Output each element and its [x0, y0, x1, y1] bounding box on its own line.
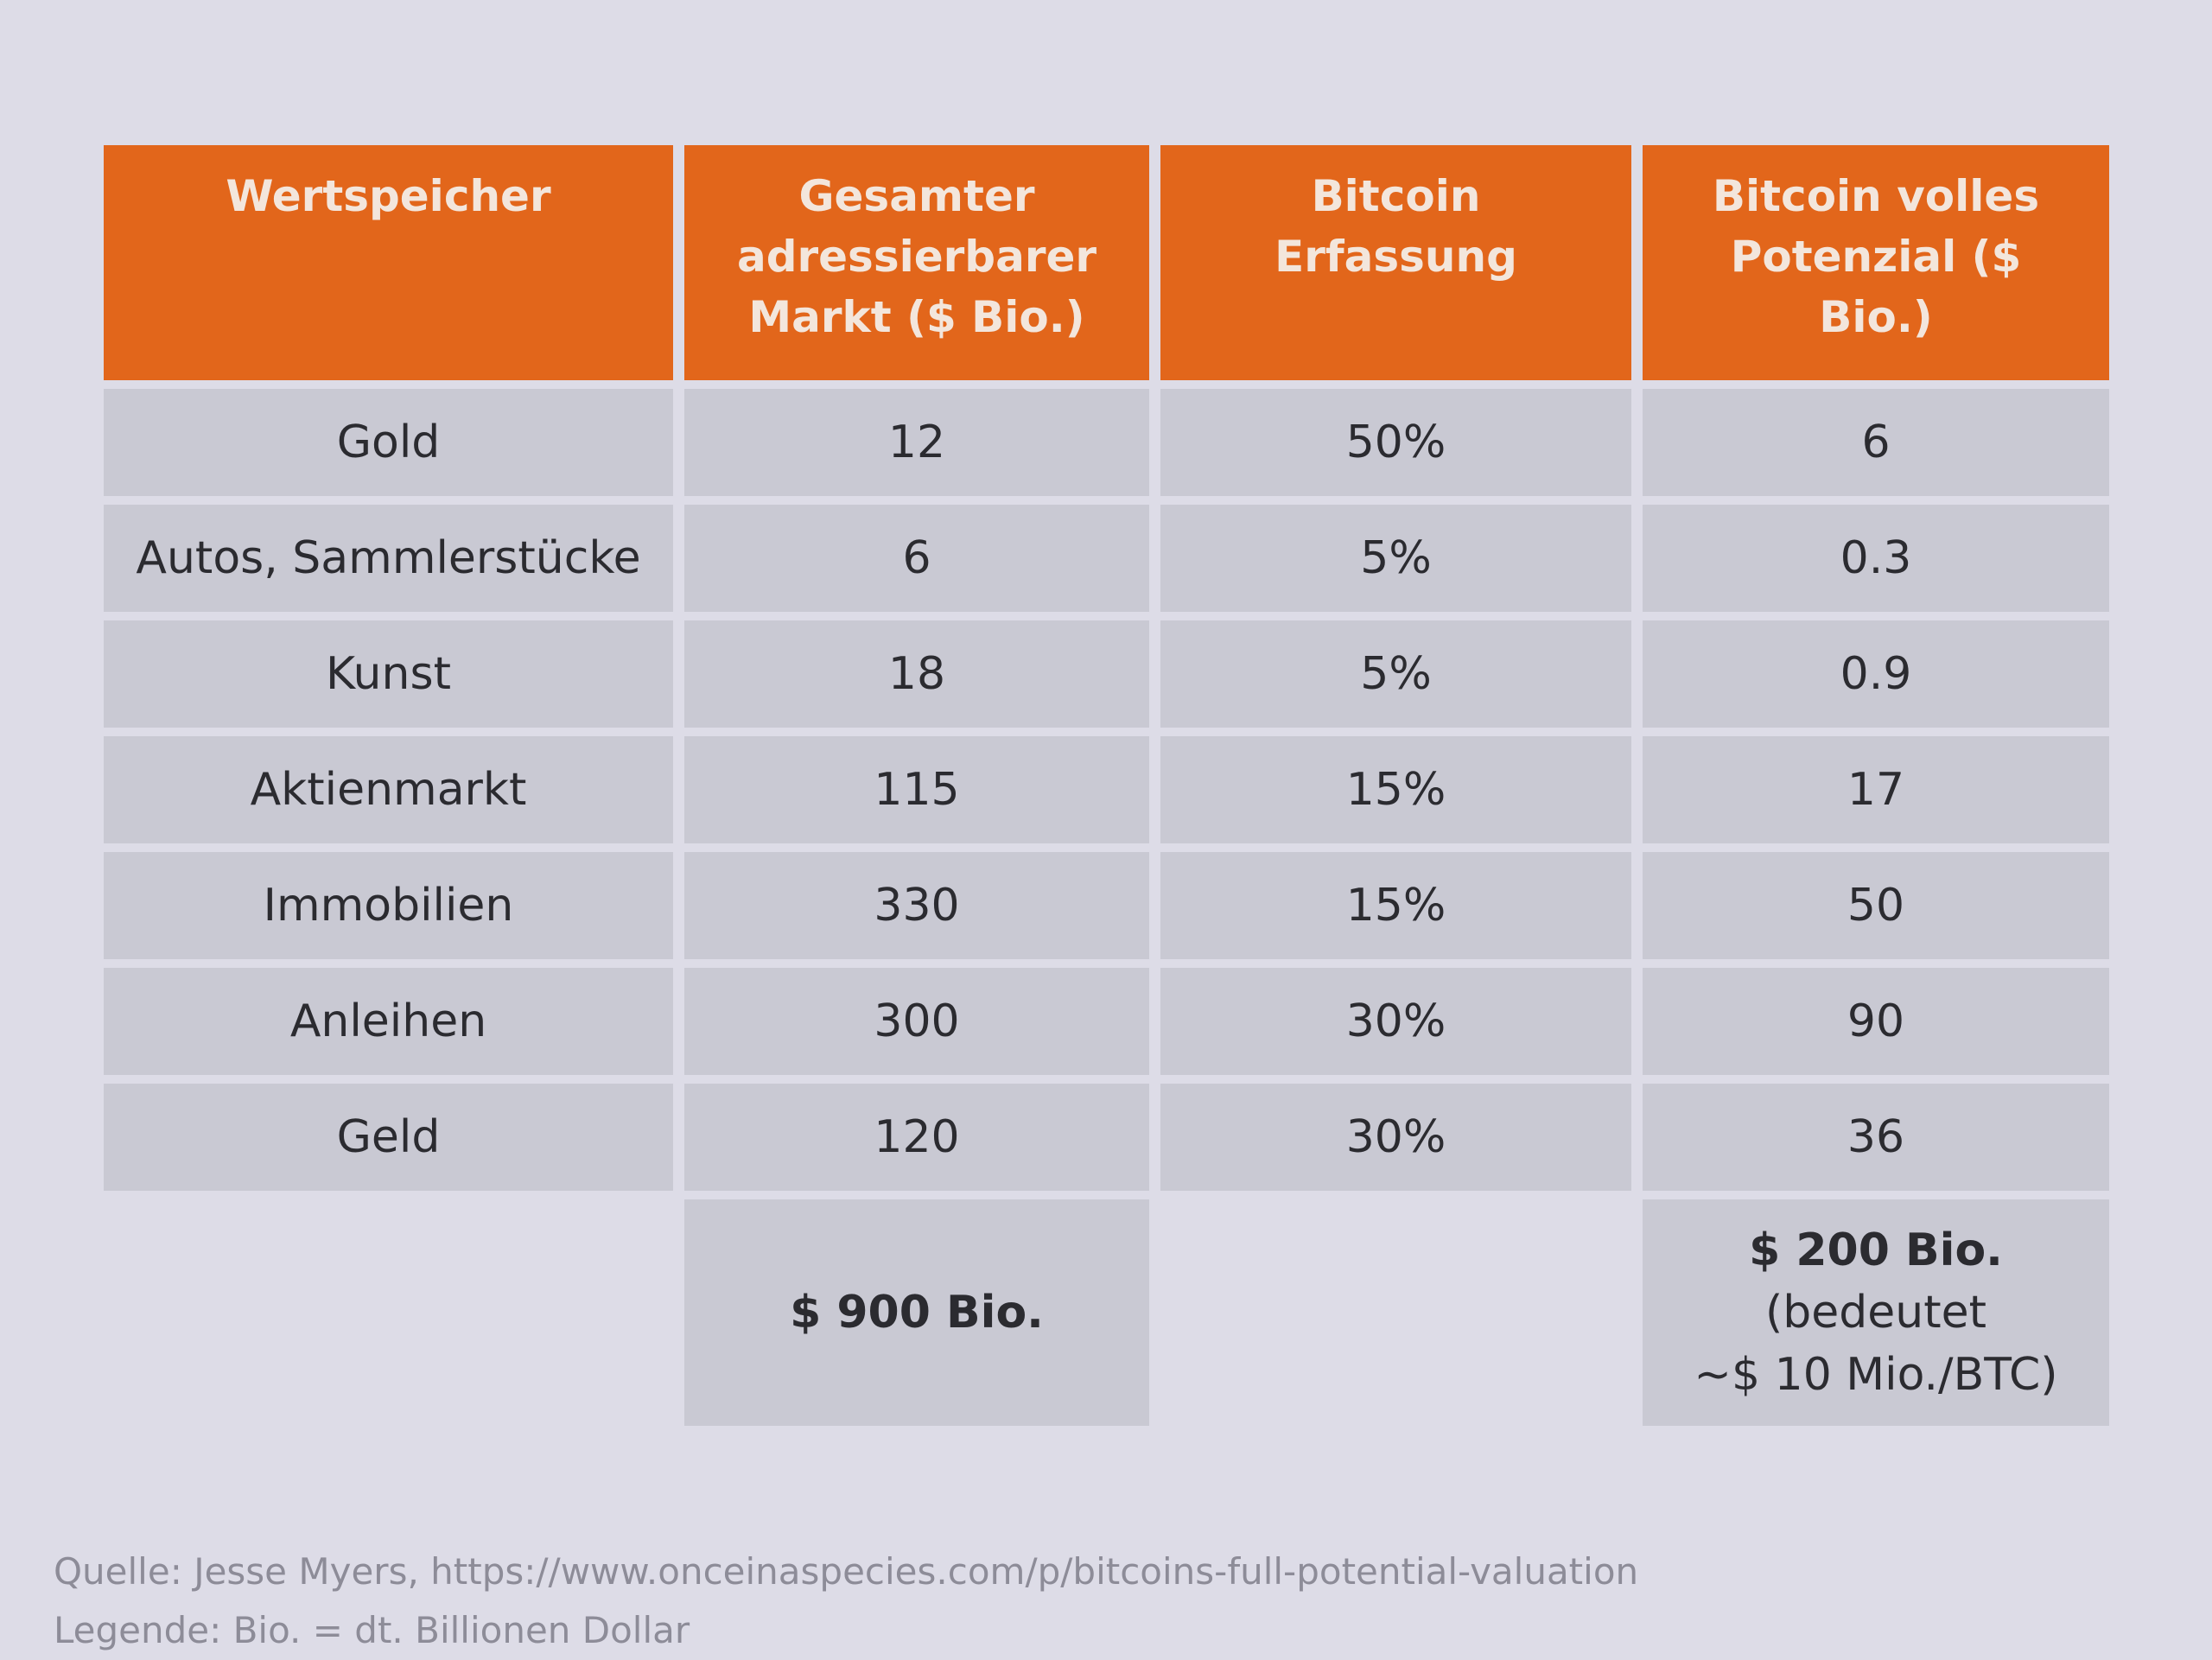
row-label: Aktienmarkt — [104, 736, 673, 843]
cell-value: 12 — [684, 389, 1149, 496]
cell-value: 90 — [1643, 968, 2109, 1075]
cell-value: 115 — [684, 736, 1149, 843]
cell-value: 15% — [1160, 852, 1631, 959]
cell-value: 5% — [1160, 620, 1631, 728]
cell-value: 17 — [1643, 736, 2109, 843]
header-cell: Bitcoin volles Potenzial ($ Bio.) — [1643, 145, 2109, 380]
row-label: Geld — [104, 1084, 673, 1191]
footer: Quelle: Jesse Myers, https://www.onceina… — [54, 1542, 1638, 1660]
cell-value: 36 — [1643, 1084, 2109, 1191]
cell-value: 30% — [1160, 968, 1631, 1075]
cell-value: 18 — [684, 620, 1149, 728]
cell-value: 6 — [684, 505, 1149, 612]
row-label: Autos, Sammlerstücke — [104, 505, 673, 612]
cell-value: 50% — [1160, 389, 1631, 496]
header-cell: Bitcoin Erfassung — [1160, 145, 1631, 380]
cell-value: 0.9 — [1643, 620, 2109, 728]
total-line: $ 200 Bio. — [1749, 1224, 2003, 1276]
row-label: Immobilien — [104, 852, 673, 959]
row-label: Kunst — [104, 620, 673, 728]
empty-cell — [104, 1199, 673, 1426]
cell-value: 5% — [1160, 505, 1631, 612]
source: Quelle: Jesse Myers, https://www.onceina… — [54, 1550, 1639, 1593]
row-label: Gold — [104, 389, 673, 496]
header-cell: Gesamter adressierbarer Markt ($ Bio.) — [684, 145, 1149, 380]
cell-value: 330 — [684, 852, 1149, 959]
cell-value: 30% — [1160, 1084, 1631, 1191]
legend: Legende: Bio. = dt. Billionen Dollar — [54, 1609, 690, 1651]
cell-value: 300 — [684, 968, 1149, 1075]
cell-value: 120 — [684, 1084, 1149, 1191]
cell-value: 0.3 — [1643, 505, 2109, 612]
total-line: ~$ 10 Mio./BTC) — [1694, 1349, 2058, 1401]
total-cell: $ 900 Bio. — [684, 1199, 1149, 1426]
cell-value: 6 — [1643, 389, 2109, 496]
row-label: Anleihen — [104, 968, 673, 1075]
total-line: $ 900 Bio. — [790, 1287, 1044, 1339]
total-line: (bedeutet — [1764, 1287, 1986, 1339]
cell-value: 15% — [1160, 736, 1631, 843]
header-cell: Wertspeicher — [104, 145, 673, 380]
cell-value: 50 — [1643, 852, 2109, 959]
table: Wertspeicher Gesamter adressierbarer Mark… — [104, 145, 2109, 1426]
total-cell: $ 200 Bio. (bedeutet ~$ 10 Mio./BTC) — [1643, 1199, 2109, 1426]
empty-cell — [1160, 1199, 1631, 1426]
